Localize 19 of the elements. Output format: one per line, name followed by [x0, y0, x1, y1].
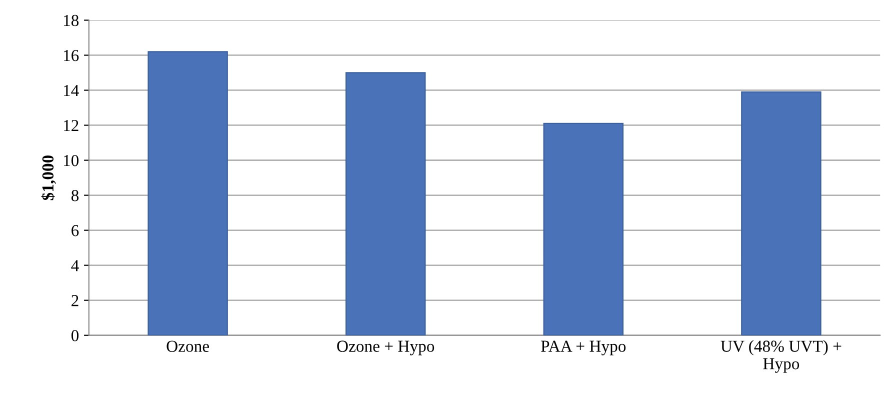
y-tick-label: 4	[71, 260, 79, 272]
x-tick-label: UV (48% UVT) + Hypo	[720, 340, 842, 373]
bar	[345, 72, 426, 336]
y-tick-label: 2	[72, 295, 78, 306]
bar	[148, 51, 228, 336]
bar	[741, 91, 822, 336]
y-axis-title: $1,000	[41, 155, 56, 200]
y-tick-label: 12	[64, 120, 78, 132]
x-tick-label: Ozone	[166, 340, 209, 352]
bar	[543, 122, 624, 336]
y-tick-label: 0	[71, 330, 79, 342]
y-tick-label: 10	[64, 154, 79, 166]
y-tick-label: 8	[71, 190, 79, 202]
y-tick-label: 16	[64, 50, 79, 62]
y-tick-label: 6	[72, 225, 79, 236]
x-tick-label: PAA + Hypo	[541, 340, 626, 356]
x-tick-label: Ozone + Hypo	[337, 340, 434, 356]
y-tick-label: 14	[64, 85, 79, 96]
y-tick-label: 18	[64, 14, 79, 26]
